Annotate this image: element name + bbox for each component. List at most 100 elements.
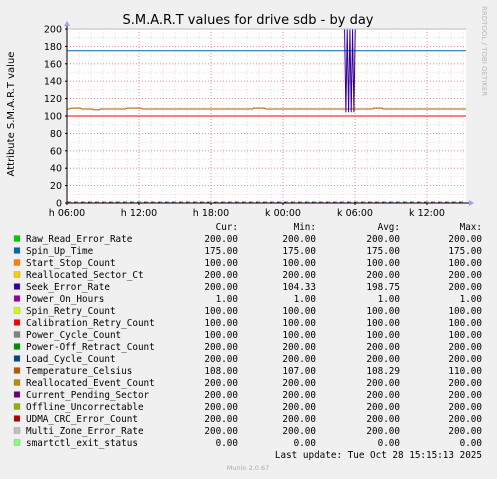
legend-swatch (13, 235, 21, 242)
legend-value-avg: 200.00 (366, 354, 400, 365)
legend-value-max: 200.00 (448, 270, 482, 281)
legend-value-avg: 100.00 (366, 306, 400, 317)
legend-value-cur: 200.00 (204, 378, 238, 389)
legend-value-avg: 100.00 (366, 258, 400, 269)
legend-value-avg: 1.00 (378, 294, 400, 305)
legend-value-max: 200.00 (448, 390, 482, 401)
legend-swatch (13, 247, 21, 254)
legend-row: smartctl_exit_status 0.00 0.00 0.00 0.00 (13, 438, 482, 449)
legend-value-min: 100.00 (282, 306, 316, 317)
legend-value-max: 100.00 (448, 306, 482, 317)
legend-value-max: 200.00 (448, 354, 482, 365)
x-tick-label: h 18:00 (193, 208, 229, 219)
series-line-temperature_celsius (67, 107, 466, 111)
legend-value-min: 107.00 (282, 366, 316, 377)
legend-header-max: Max: (460, 222, 482, 233)
legend-series-name: smartctl_exit_status (26, 438, 138, 449)
legend-value-cur: 1.00 (216, 294, 238, 305)
legend-value-max: 100.00 (448, 318, 482, 329)
legend-series-name: Power_On_Hours (26, 294, 104, 305)
legend-swatch (13, 415, 21, 422)
legend-value-cur: 200.00 (204, 402, 238, 413)
y-axis-arrow (64, 21, 70, 26)
legend-swatch (13, 439, 21, 446)
legend-swatch (13, 331, 21, 338)
legend-value-min: 200.00 (282, 234, 316, 245)
legend-swatch (13, 391, 21, 398)
legend-value-cur: 200.00 (204, 390, 238, 401)
legend-value-min: 200.00 (282, 342, 316, 353)
legend-swatch (13, 367, 21, 374)
legend-row: Calibration_Retry_Count 100.00 100.00 100.0… (13, 318, 482, 329)
legend-swatch (13, 259, 21, 266)
legend-swatch (13, 283, 21, 290)
legend-row: Offline_Uncorrectable 200.00 200.00 200.00 2… (13, 402, 482, 413)
legend-value-cur: 200.00 (204, 426, 238, 437)
legend: Cur: Min: Avg: Max: Raw_Read_Error_Rate 200.0… (13, 222, 482, 449)
legend-swatch (13, 343, 21, 350)
legend-row: Load_Cycle_Count 200.00 200.00 200.00 200.00 (13, 354, 482, 365)
legend-value-max: 200.00 (448, 342, 482, 353)
legend-series-name: Spin_Up_Time (26, 246, 94, 257)
legend-header-avg: Avg: (378, 222, 400, 233)
y-tick-label: 20 (50, 181, 62, 192)
legend-value-min: 104.33 (282, 282, 316, 293)
legend-series-name: Reallocated_Sector_Ct (26, 270, 144, 281)
y-tick-label: 60 (50, 146, 62, 157)
legend-swatch (13, 271, 21, 278)
legend-value-min: 200.00 (282, 426, 316, 437)
legend-value-avg: 198.75 (366, 282, 400, 293)
legend-swatch (13, 295, 21, 302)
legend-value-max: 200.00 (448, 402, 482, 413)
legend-value-avg: 108.29 (366, 366, 400, 377)
legend-row: Reallocated_Event_Count 200.00 200.00 200.0… (13, 378, 482, 389)
legend-value-avg: 0.00 (378, 438, 400, 449)
legend-series-name: Power-Off_Retract_Count (26, 342, 155, 353)
legend-series-name: Offline_Uncorrectable (26, 402, 144, 413)
legend-row: Power_Cycle_Count 100.00 100.00 100.00 100.0… (13, 330, 482, 341)
legend-row: Spin_Retry_Count 100.00 100.00 100.00 100.00 (13, 306, 482, 317)
legend-value-cur: 200.00 (204, 270, 238, 281)
munin-version-footer: Munin 2.0.67 (227, 464, 270, 472)
legend-header-cur: Cur: (216, 222, 238, 233)
legend-value-min: 100.00 (282, 318, 316, 329)
legend-value-avg: 200.00 (366, 414, 400, 425)
legend-row: Reallocated_Sector_Ct 200.00 200.00 200.00 2… (13, 270, 482, 281)
legend-value-max: 175.00 (448, 246, 482, 257)
legend-value-cur: 0.00 (216, 438, 238, 449)
legend-value-cur: 100.00 (204, 258, 238, 269)
legend-value-max: 110.00 (448, 366, 482, 377)
y-tick-label: 160 (44, 59, 62, 70)
legend-value-max: 0.00 (460, 438, 482, 449)
legend-value-min: 100.00 (282, 258, 316, 269)
legend-value-min: 200.00 (282, 378, 316, 389)
legend-value-cur: 108.00 (204, 366, 238, 377)
last-update-text: Last update: Tue Oct 28 15:15:13 2025 (275, 450, 482, 461)
legend-value-max: 200.00 (448, 378, 482, 389)
x-tick-label: k 06:00 (337, 208, 373, 219)
legend-value-min: 200.00 (282, 354, 316, 365)
legend-value-avg: 200.00 (366, 402, 400, 413)
legend-value-max: 100.00 (448, 258, 482, 269)
legend-value-avg: 200.00 (366, 342, 400, 353)
legend-swatch (13, 403, 21, 410)
legend-value-cur: 200.00 (204, 414, 238, 425)
x-tick-label: k 12:00 (409, 208, 445, 219)
legend-value-min: 200.00 (282, 414, 316, 425)
legend-series-name: Multi_Zone_Error_Rate (26, 426, 144, 437)
legend-value-avg: 200.00 (366, 378, 400, 389)
x-axis-arrow (469, 200, 474, 206)
y-tick-label: 140 (44, 77, 62, 88)
legend-value-cur: 200.00 (204, 234, 238, 245)
legend-value-min: 1.00 (294, 294, 316, 305)
legend-swatch (13, 379, 21, 386)
y-axis-label: Attribute S.M.A.R.T value (6, 52, 17, 177)
x-tick-label: k 00:00 (265, 208, 301, 219)
legend-value-cur: 200.00 (204, 354, 238, 365)
y-tick-label: 120 (44, 94, 62, 105)
chart-title: S.M.A.R.T values for drive sdb - by day (123, 13, 374, 28)
legend-series-name: UDMA_CRC_Error_Count (26, 414, 138, 425)
legend-value-max: 200.00 (448, 282, 482, 293)
legend-value-min: 175.00 (282, 246, 316, 257)
